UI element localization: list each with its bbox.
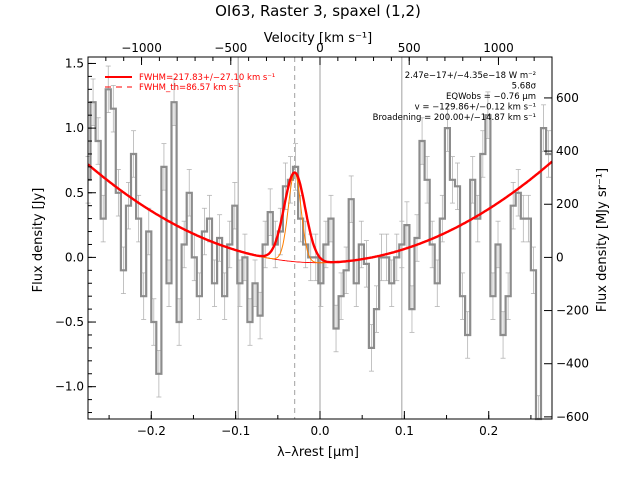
- x-tick-label: −0.1: [221, 424, 250, 438]
- legend-label: FWHM_th=86.57 km s⁻¹: [139, 83, 241, 93]
- y2-axis-label: Flux density [MJy sr⁻¹]: [595, 168, 610, 312]
- x-tick-label: 0.1: [395, 424, 414, 438]
- y-tick-label: 0.5: [65, 186, 84, 200]
- x2-tick-label: −500: [214, 41, 247, 55]
- y-tick-label: −0.5: [55, 315, 84, 329]
- y2-tick-label: 400: [556, 144, 579, 158]
- y-tick-label: 0.0: [65, 250, 84, 264]
- y2-tick-label: −400: [556, 357, 589, 371]
- y2-tick-label: 0: [556, 250, 564, 264]
- fit-annotation: 2.47e−17+/−4.35e−18 W m⁻²: [405, 71, 536, 81]
- plot-area: [85, 57, 553, 421]
- y2-tick-label: 200: [556, 197, 579, 211]
- y-tick-label: 1.0: [65, 121, 84, 135]
- x-tick-label: 0.0: [310, 424, 329, 438]
- x2-tick-label: −1000: [121, 41, 162, 55]
- y2-tick-label: 600: [556, 91, 579, 105]
- fit-annotation: Broadening = 200.00+/−14.87 km s⁻¹: [373, 113, 536, 123]
- x2-tick-label: 500: [398, 41, 421, 55]
- plot-frame: [87, 56, 553, 420]
- legend: FWHM=217.83+/−27.10 km s⁻¹FWHM_th=86.57 …: [105, 73, 275, 93]
- x-tick-label: 0.2: [479, 424, 498, 438]
- y-tick-label: 1.5: [65, 56, 84, 70]
- y-axis-label: Flux density [Jy]: [31, 188, 46, 293]
- chart-title: OI63, Raster 3, spaxel (1,2): [215, 2, 421, 20]
- x-axis-label: λ–λrest [μm]: [277, 445, 359, 460]
- y-tick-label: −1.0: [55, 380, 84, 394]
- fit-annotation: v = −129.86+/−0.12 km s⁻¹: [415, 103, 536, 113]
- x2-axis-label: Velocity [km s⁻¹]: [264, 31, 372, 46]
- fit-annotation: EQWobs = −0.76 μm: [446, 92, 536, 102]
- y2-tick-label: −200: [556, 304, 589, 318]
- fit-annotation: 5.68σ: [512, 82, 537, 92]
- x-tick-label: −0.2: [137, 424, 166, 438]
- axes-ticks: −0.2 −0.1 0.0 0.1 0.2 −1.0 −0.5 0.0 0.5 1.0 1.5 −60…: [55, 41, 589, 438]
- total-fit-line: [87, 160, 553, 264]
- y2-tick-label: −600: [556, 410, 589, 424]
- legend-label: FWHM=217.83+/−27.10 km s⁻¹: [139, 73, 275, 83]
- x2-tick-label: 0: [316, 41, 324, 55]
- x2-tick-label: 1000: [483, 41, 514, 55]
